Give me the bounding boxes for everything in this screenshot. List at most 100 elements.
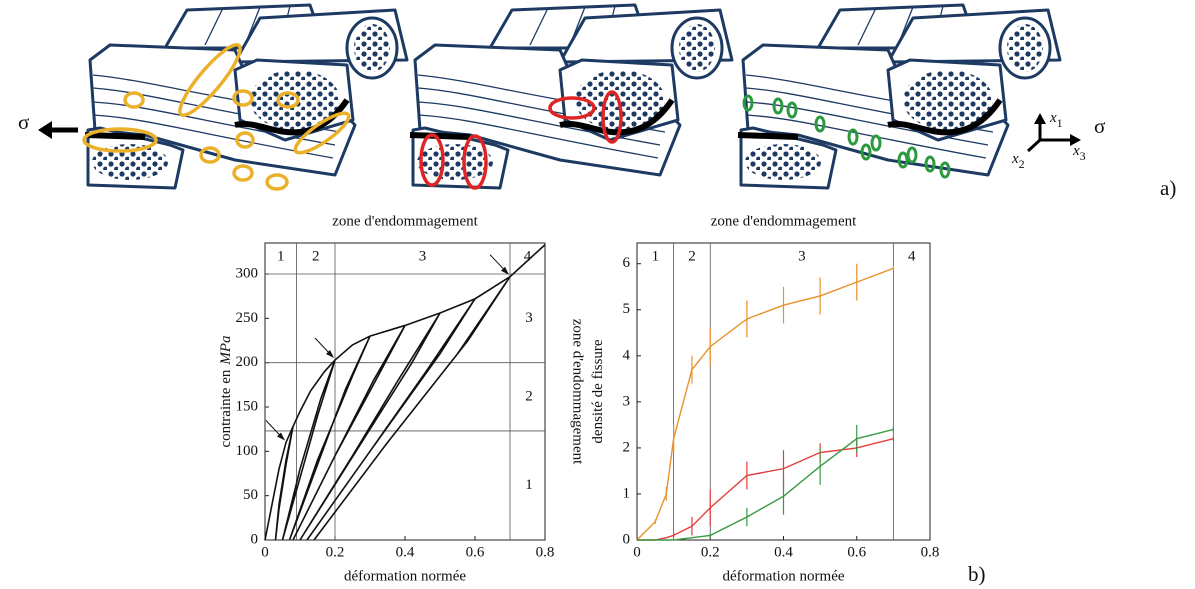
- damage-marks-yellow: [82, 43, 351, 191]
- mark: [178, 43, 242, 117]
- x-tick-label: 0.8: [536, 544, 555, 560]
- x-tick-label: 0.6: [847, 544, 866, 560]
- series-line: [306, 298, 476, 541]
- x-tick-label: 0.8: [921, 544, 940, 560]
- axis-x2: [1026, 138, 1042, 153]
- mark: [814, 115, 826, 133]
- y-tick-label: 150: [236, 398, 259, 414]
- y-tick-label: 50: [243, 487, 258, 503]
- y-tick-label: 250: [236, 310, 259, 326]
- zone-label: 3: [525, 310, 533, 326]
- mark: [939, 161, 951, 179]
- mark: [601, 90, 623, 144]
- zone-label: 1: [652, 248, 660, 264]
- axis-index: 2: [1019, 157, 1025, 171]
- y-tick-label: 5: [623, 301, 631, 317]
- mark: [870, 134, 882, 152]
- y-tick-label: 300: [236, 265, 259, 281]
- zone-label: 1: [525, 477, 533, 493]
- series-line: [288, 335, 371, 541]
- panel-label: a): [1160, 176, 1176, 200]
- series-line: [636, 267, 894, 541]
- mark: [293, 111, 351, 155]
- series-line: [274, 426, 294, 541]
- x-tick-label: 0.4: [396, 544, 415, 560]
- axis-symbol: x: [1049, 110, 1057, 126]
- axis-symbol: x: [1072, 143, 1080, 159]
- mark: [772, 97, 784, 115]
- axis-symbol: x: [1011, 151, 1019, 167]
- series-line: [637, 428, 894, 541]
- mark: [847, 128, 859, 146]
- mark: [199, 146, 221, 164]
- y-tick-label: 6: [623, 255, 631, 271]
- chart-title: zone d'endommagement: [711, 213, 857, 229]
- panel-label: b): [968, 562, 986, 586]
- y-axis-label-text: densité de fissure: [590, 339, 606, 443]
- mark: [924, 155, 936, 173]
- arrow-head: [1034, 113, 1046, 124]
- y-tick-label: 2: [623, 439, 631, 455]
- damage-marks-green: [742, 94, 951, 179]
- series-line: [264, 244, 546, 541]
- arrow-head: [501, 266, 509, 275]
- y-axis-label-text: contrainte en: [218, 369, 234, 447]
- axis-index: 1: [1057, 116, 1063, 130]
- mark: [232, 164, 254, 182]
- zone-label: 3: [419, 248, 427, 264]
- mark: [265, 173, 289, 191]
- mark: [82, 127, 158, 153]
- mark: [897, 151, 909, 169]
- mark: [235, 131, 255, 149]
- mark: [232, 89, 254, 107]
- arrow-head: [1070, 134, 1081, 146]
- y-axis-label: contrainte en MPa: [218, 335, 234, 447]
- zone-label: 3: [798, 248, 806, 264]
- mark: [419, 133, 445, 187]
- mark: [742, 94, 754, 112]
- arrow-head: [38, 121, 52, 139]
- y-axis-unit: MPa: [218, 335, 234, 365]
- y-tick-label: 1: [623, 485, 631, 501]
- x-tick-label: 0.2: [326, 544, 345, 560]
- mark: [462, 134, 488, 190]
- y-tick-label: 0: [623, 531, 631, 547]
- x-tick-label: 0: [261, 544, 269, 560]
- zone-label: 2: [688, 248, 696, 264]
- zone-label: 2: [312, 248, 320, 264]
- zone-label: 4: [524, 248, 532, 264]
- y-tick-label: 200: [236, 354, 259, 370]
- mark: [123, 91, 145, 109]
- mark: [548, 96, 596, 120]
- mark: [276, 91, 300, 109]
- series-line: [299, 312, 441, 541]
- y-tick-label: 100: [236, 443, 259, 459]
- series-line: [637, 438, 894, 541]
- y2-axis-label: zone d'endommagement: [570, 319, 586, 465]
- block-1: [85, 5, 407, 188]
- damage-marks-red: [419, 90, 623, 190]
- x-axis-label: déformation normée: [344, 568, 466, 584]
- mark: [906, 146, 918, 164]
- x-tick-label: 0.4: [774, 544, 793, 560]
- axis-label: x1: [1049, 110, 1063, 129]
- mark: [786, 101, 798, 119]
- mark: [860, 143, 872, 161]
- chart-title: zone d'endommagement: [332, 213, 478, 229]
- series-line: [292, 325, 406, 541]
- zone-label: 4: [908, 248, 916, 264]
- y-tick-label: 0: [251, 531, 259, 547]
- arrow-head: [277, 432, 285, 441]
- zone-label: 2: [525, 388, 533, 404]
- load-label: σ: [1094, 114, 1105, 138]
- y-tick-label: 4: [623, 347, 631, 363]
- series-line: [313, 276, 511, 541]
- load-label: σ: [18, 110, 29, 134]
- y-axis-label: densité de fissure: [590, 339, 606, 443]
- x-tick-label: 0: [633, 544, 641, 560]
- x-tick-label: 0.2: [701, 544, 720, 560]
- zone-label: 1: [277, 248, 285, 264]
- series-line: [281, 359, 336, 541]
- axis-label: x2: [1011, 151, 1025, 170]
